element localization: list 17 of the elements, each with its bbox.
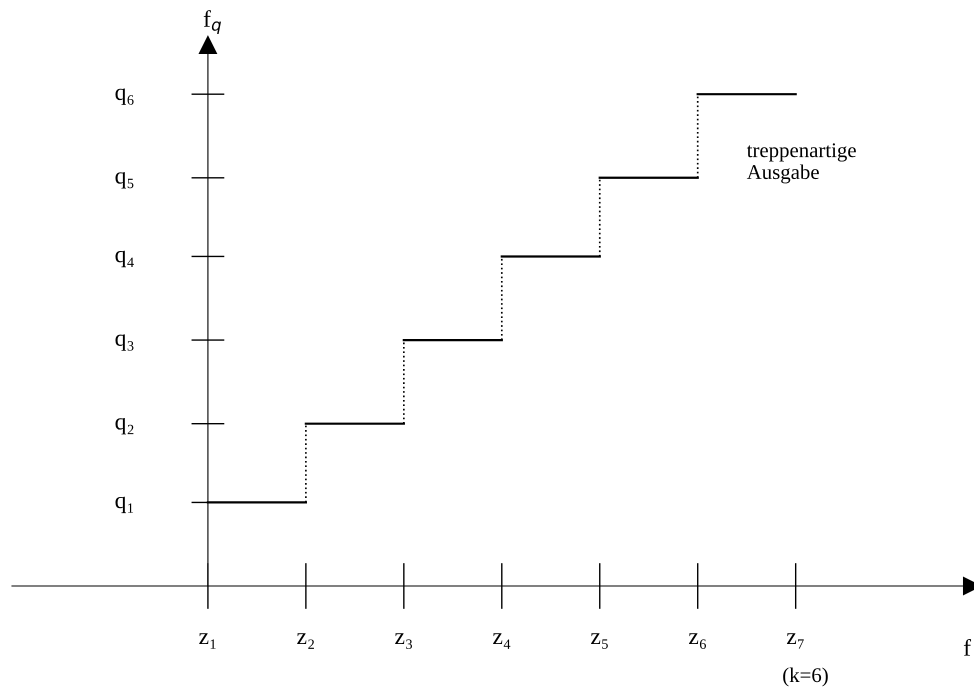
x-tick-label: z₆ <box>688 633 706 649</box>
text: q₂ <box>115 418 134 434</box>
text: f <box>964 638 972 656</box>
text: (k=6) <box>783 668 828 686</box>
x-tick-label: z₂ <box>297 633 314 649</box>
text: q₄ <box>115 250 134 268</box>
x-tick-label: z₇ <box>786 633 804 649</box>
text: q₆ <box>115 88 134 105</box>
x-tick-label: z₃ <box>395 633 412 649</box>
y-axis-title: f$_{q}$ <box>204 10 221 34</box>
text: q₃ <box>115 334 134 351</box>
annotation: treppenartige Ausgabe <box>746 143 856 184</box>
text: q₁ <box>115 496 134 514</box>
text: q₅ <box>115 172 134 188</box>
x-tick-label: z₁ <box>199 633 216 649</box>
x-tick-label: z₅ <box>591 633 608 649</box>
x-tick-label: z₄ <box>493 633 510 649</box>
